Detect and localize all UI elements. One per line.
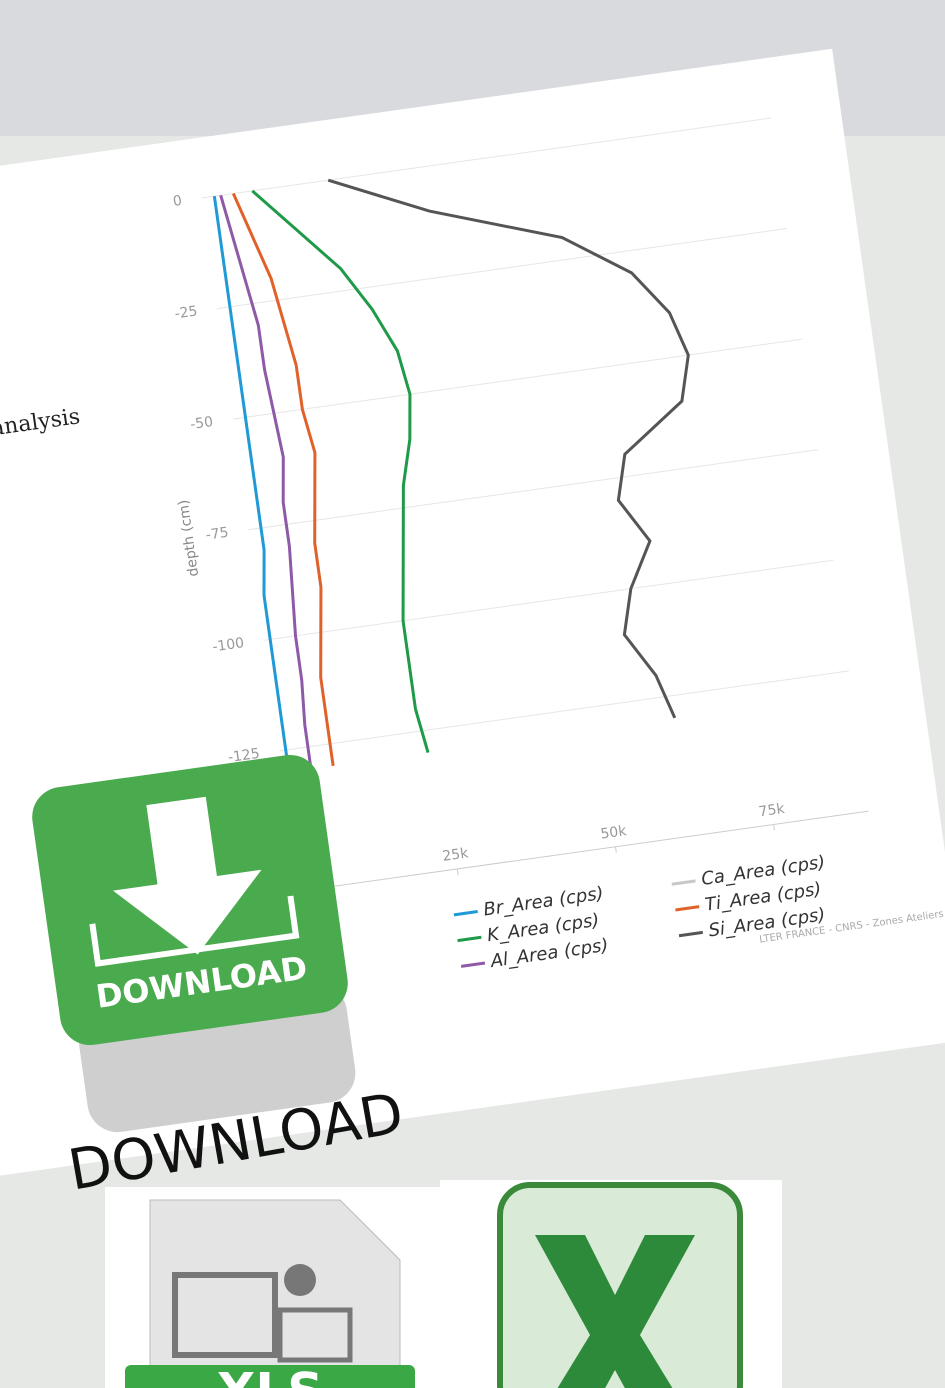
- y-tick-label: -50: [189, 414, 214, 433]
- page: s l cal analysis s 0-25-50-75-100-125-15…: [0, 0, 945, 1388]
- excel-icon: [440, 1180, 782, 1388]
- badge-label: XLS: [217, 1363, 323, 1388]
- y-tick-label: -75: [205, 525, 230, 544]
- screenshot: s l cal analysis s 0-25-50-75-100-125-15…: [0, 0, 945, 1388]
- gear: [284, 1264, 316, 1296]
- xls-icon: XLS: [105, 1187, 440, 1388]
- y-tick-label: -25: [174, 303, 199, 322]
